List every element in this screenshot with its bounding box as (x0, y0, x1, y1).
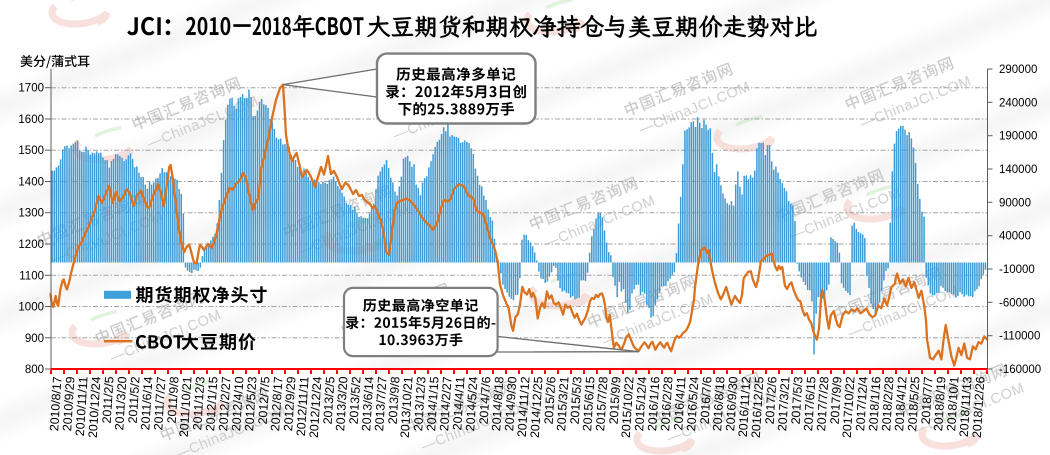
svg-text:2016/11/12: 2016/11/12 (736, 376, 754, 438)
svg-text:2010/12/24: 2010/12/24 (86, 376, 104, 438)
svg-text:190000: 190000 (999, 131, 1037, 143)
svg-text:2016/9/30: 2016/9/30 (723, 376, 740, 432)
svg-text:2011/5/2: 2011/5/2 (126, 376, 143, 424)
svg-text:2013/7/27: 2013/7/27 (372, 376, 389, 432)
svg-text:2012/5/23: 2012/5/23 (242, 376, 259, 432)
svg-text:2011/12/3: 2011/12/3 (190, 376, 207, 431)
svg-text:2013/5/2: 2013/5/2 (347, 376, 364, 425)
svg-text:1600: 1600 (18, 114, 44, 126)
svg-text:2011/9/8: 2011/9/8 (165, 376, 182, 424)
svg-text:2016/8/18: 2016/8/18 (710, 376, 727, 432)
svg-text:2017/9/9: 2017/9/9 (828, 376, 845, 425)
svg-text:2012/4/10: 2012/4/10 (229, 376, 246, 432)
svg-text:240000: 240000 (999, 97, 1037, 109)
svg-text:90000: 90000 (999, 197, 1031, 209)
svg-text:-110000: -110000 (999, 331, 1040, 343)
svg-text:2018/10/1: 2018/10/1 (944, 376, 961, 432)
svg-text:2012/11/11: 2012/11/11 (294, 376, 312, 437)
svg-text:1000: 1000 (18, 302, 44, 314)
svg-text:-160000: -160000 (999, 364, 1041, 376)
svg-text:2014/9/30: 2014/9/30 (502, 376, 519, 432)
svg-text:1300: 1300 (18, 208, 44, 220)
svg-text:2018/2/28: 2018/2/28 (879, 376, 896, 432)
svg-text:2018/7/7: 2018/7/7 (919, 376, 936, 425)
svg-text:2017/10/22: 2017/10/22 (840, 376, 858, 438)
svg-text:2012/9/29: 2012/9/29 (281, 376, 298, 432)
svg-text:2014/4/11: 2014/4/11 (450, 376, 467, 431)
svg-text:2010/11/11: 2010/11/11 (73, 376, 91, 437)
svg-text:900: 900 (25, 333, 44, 345)
svg-text:2011/7/27: 2011/7/27 (151, 376, 168, 431)
svg-text:2010/8/17: 2010/8/17 (47, 376, 64, 432)
svg-text:2015/10/22: 2015/10/22 (619, 376, 637, 438)
svg-text:2016/2/28: 2016/2/28 (658, 376, 675, 432)
svg-text:2012/12/24: 2012/12/24 (307, 376, 325, 438)
svg-text:2014/7/6: 2014/7/6 (477, 376, 494, 425)
svg-text:2016/7/6: 2016/7/6 (698, 376, 715, 425)
svg-text:1100: 1100 (19, 270, 44, 282)
svg-text:2017/3/21: 2017/3/21 (775, 376, 792, 432)
svg-text:2016/5/24: 2016/5/24 (684, 376, 701, 432)
svg-text:2011/2/5: 2011/2/5 (100, 376, 117, 424)
svg-text:2012/8/17: 2012/8/17 (268, 376, 285, 432)
svg-text:2018/12/26: 2018/12/26 (970, 376, 988, 438)
svg-text:2017/7/28: 2017/7/28 (814, 376, 831, 432)
svg-text:1400: 1400 (18, 177, 44, 189)
svg-text:2015/7/28: 2015/7/28 (593, 376, 610, 432)
svg-text:2014/1/15: 2014/1/15 (424, 376, 441, 432)
svg-text:2018/8/19: 2018/8/19 (931, 376, 948, 432)
svg-text:2016/12/25: 2016/12/25 (749, 376, 767, 438)
svg-text:2017/12/4: 2017/12/4 (853, 376, 870, 432)
svg-text:2012/2/27: 2012/2/27 (216, 376, 233, 432)
svg-text:2011/10/21: 2011/10/21 (177, 376, 195, 438)
svg-text:140000: 140000 (999, 164, 1037, 176)
svg-text:-10000: -10000 (999, 264, 1035, 276)
svg-text:2010/9/29: 2010/9/29 (60, 376, 77, 432)
svg-text:2015/12/4: 2015/12/4 (632, 376, 649, 432)
svg-text:2015/9/9: 2015/9/9 (607, 376, 624, 425)
svg-text:40000: 40000 (999, 231, 1031, 243)
svg-text:2012/7/5: 2012/7/5 (256, 376, 273, 425)
svg-text:2018/4/12: 2018/4/12 (892, 376, 909, 432)
svg-text:2014/11/12: 2014/11/12 (515, 376, 533, 438)
svg-text:2017/2/6: 2017/2/6 (763, 376, 780, 425)
svg-text:2015/2/6: 2015/2/6 (542, 376, 559, 425)
svg-text:2018/11/13: 2018/11/13 (957, 376, 975, 438)
svg-text:2018/1/16: 2018/1/16 (866, 376, 883, 432)
svg-text:2017/5/3: 2017/5/3 (789, 376, 806, 425)
svg-text:2013/12/3: 2013/12/3 (411, 376, 428, 432)
svg-text:2011/6/14: 2011/6/14 (138, 376, 155, 431)
svg-text:2013/6/14: 2013/6/14 (359, 376, 376, 432)
svg-text:2014/8/18: 2014/8/18 (489, 376, 506, 432)
svg-text:2013/10/21: 2013/10/21 (398, 376, 416, 438)
svg-text:2016/1/16: 2016/1/16 (645, 376, 662, 432)
svg-text:1700: 1700 (18, 83, 44, 95)
svg-text:2014/12/25: 2014/12/25 (528, 376, 546, 438)
svg-text:1200: 1200 (18, 239, 44, 251)
svg-text:2014/2/27: 2014/2/27 (437, 376, 454, 432)
svg-text:2011/3/20: 2011/3/20 (112, 376, 129, 431)
svg-text:2016/4/11: 2016/4/11 (671, 376, 688, 431)
svg-text:2015/6/15: 2015/6/15 (580, 376, 597, 432)
svg-text:2015/3/21: 2015/3/21 (554, 376, 571, 432)
svg-text:2012/1/15: 2012/1/15 (203, 376, 220, 432)
svg-text:2014/5/24: 2014/5/24 (463, 376, 480, 432)
svg-text:2013/3/20: 2013/3/20 (333, 376, 350, 432)
svg-text:2018/5/25: 2018/5/25 (905, 376, 922, 432)
svg-text:2015/5/3: 2015/5/3 (568, 376, 585, 425)
svg-text:2013/2/5: 2013/2/5 (321, 376, 338, 425)
svg-text:2013/9/8: 2013/9/8 (386, 376, 403, 425)
svg-text:800: 800 (25, 364, 44, 376)
svg-text:2017/6/15: 2017/6/15 (801, 376, 818, 432)
svg-text:290000: 290000 (999, 64, 1037, 76)
svg-text:-60000: -60000 (999, 297, 1035, 309)
svg-text:1500: 1500 (18, 145, 44, 157)
